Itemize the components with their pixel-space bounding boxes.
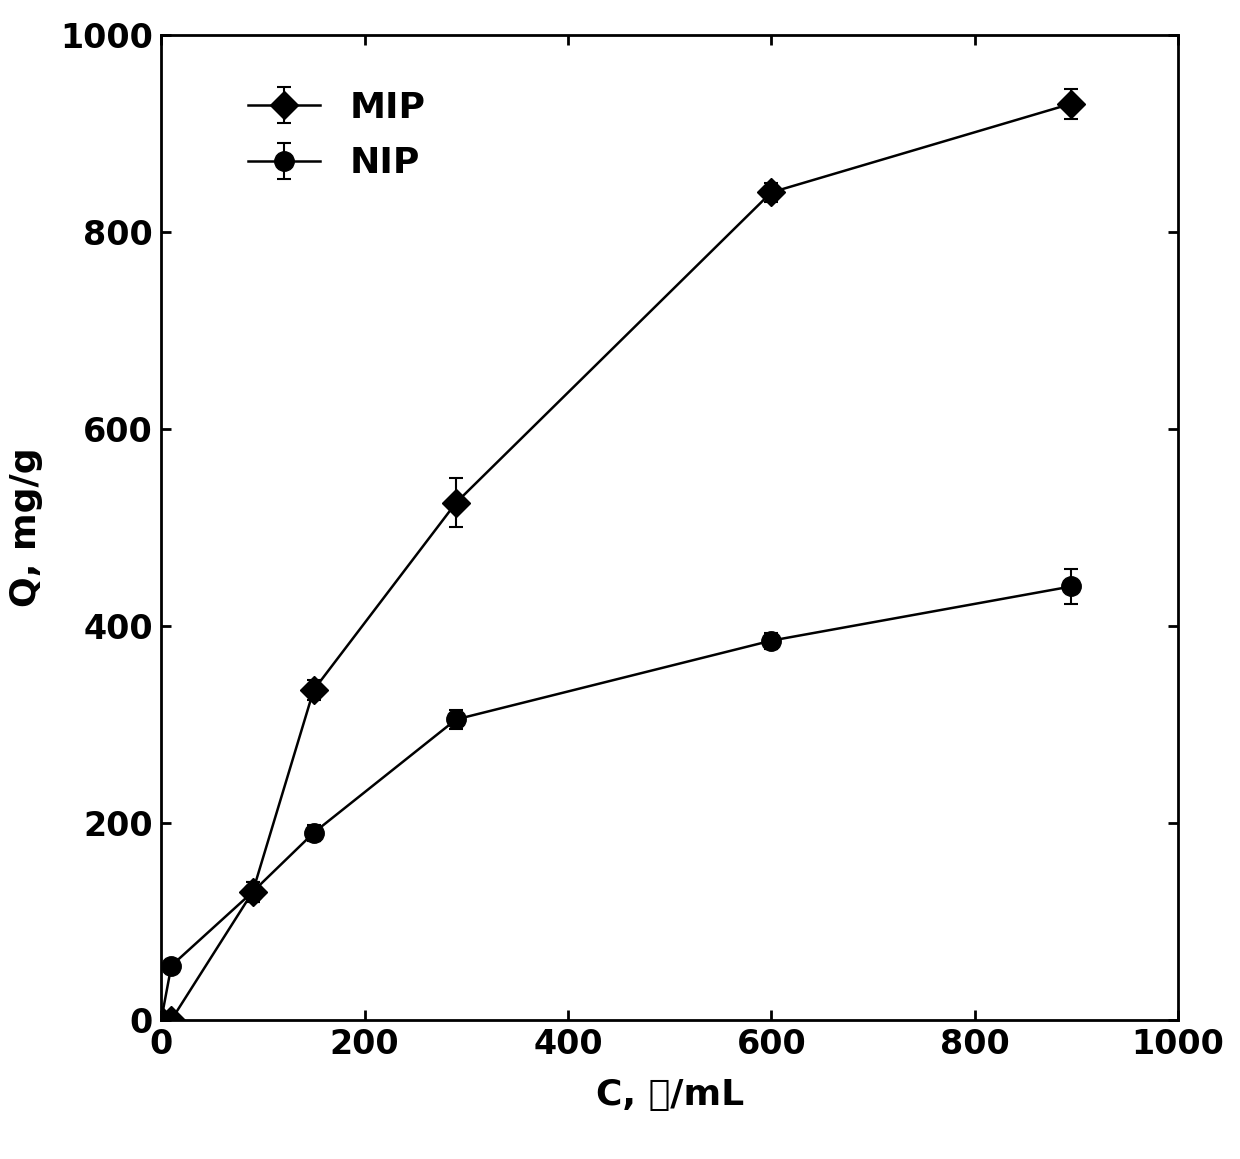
Y-axis label: Q, mg/g: Q, mg/g	[10, 447, 43, 607]
Legend: MIP, NIP: MIP, NIP	[231, 73, 444, 198]
X-axis label: C, 碘/mL: C, 碘/mL	[595, 1078, 744, 1111]
